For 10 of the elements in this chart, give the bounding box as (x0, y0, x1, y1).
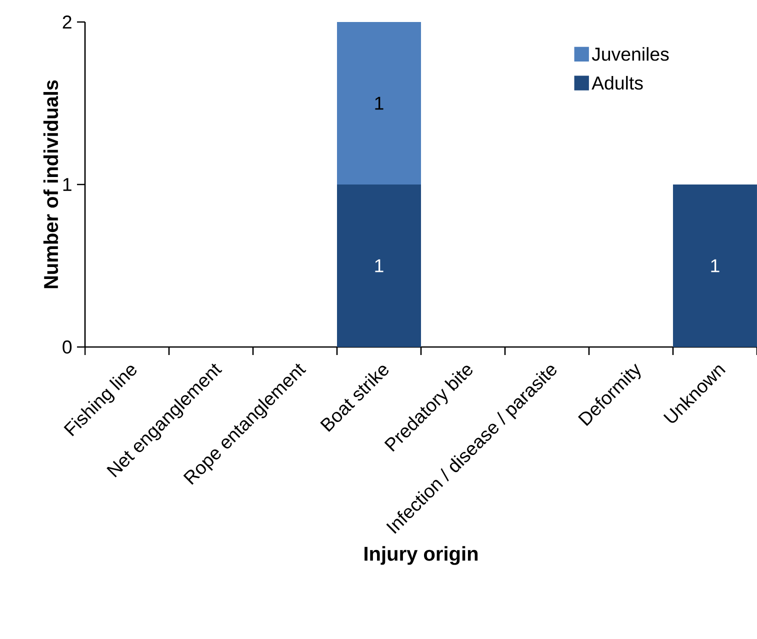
y-tick-label: 1 (63, 178, 72, 191)
x-axis-title: Injury origin (364, 546, 478, 565)
y-axis-title: Number of individuals (43, 80, 58, 288)
y-tick-label: 0 (62, 340, 72, 354)
y-tick-label: 2 (62, 15, 72, 29)
data-label: 1 (711, 259, 720, 272)
legend-label: Adults (592, 76, 643, 90)
data-label: 1 (375, 96, 384, 110)
legend-label: Juveniles (592, 47, 669, 61)
data-label: 1 (375, 259, 384, 272)
